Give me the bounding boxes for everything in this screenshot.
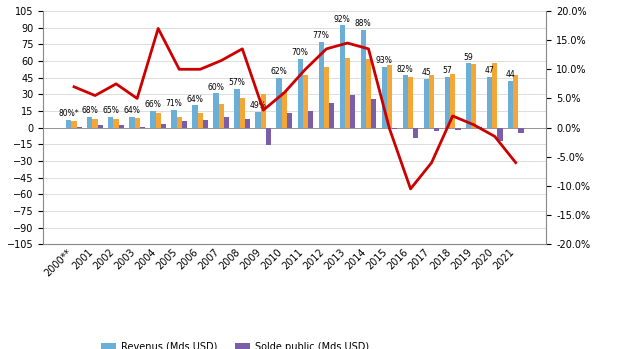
Text: 65%: 65% <box>102 106 119 115</box>
Bar <box>119 125 124 128</box>
Bar <box>382 67 387 128</box>
Bar <box>182 121 187 128</box>
Bar <box>193 105 197 128</box>
Bar <box>282 92 287 128</box>
Bar <box>266 128 271 146</box>
Bar <box>140 126 145 128</box>
Text: 47: 47 <box>484 66 494 75</box>
Bar <box>224 117 229 128</box>
Bar <box>492 63 497 128</box>
Bar <box>361 30 366 128</box>
Bar <box>129 117 135 128</box>
Text: 93%: 93% <box>376 56 392 65</box>
Bar <box>424 79 429 128</box>
Text: 57: 57 <box>443 66 452 75</box>
Text: 82%: 82% <box>397 65 414 74</box>
Bar <box>371 99 376 128</box>
Bar <box>197 113 203 128</box>
Bar <box>408 76 413 128</box>
Bar <box>476 126 481 128</box>
Bar <box>203 120 208 128</box>
Text: 64%: 64% <box>186 95 204 104</box>
Bar <box>297 59 303 128</box>
Bar <box>135 118 140 128</box>
Text: 88%: 88% <box>355 19 371 28</box>
Bar <box>76 126 82 128</box>
Bar <box>66 120 71 128</box>
Bar <box>303 75 308 128</box>
Bar <box>324 67 329 128</box>
Bar <box>155 113 161 128</box>
Bar <box>471 64 476 128</box>
Text: 62%: 62% <box>271 67 288 76</box>
Bar <box>508 81 513 128</box>
Bar <box>276 77 282 128</box>
Text: 66%: 66% <box>145 100 161 109</box>
Bar <box>255 112 261 128</box>
Text: 49%: 49% <box>250 102 266 110</box>
Bar <box>497 128 502 141</box>
Bar <box>413 128 419 138</box>
Bar <box>150 111 155 128</box>
Bar <box>234 89 240 128</box>
Bar <box>176 117 182 128</box>
Bar <box>392 128 397 129</box>
Bar <box>434 128 440 131</box>
Bar <box>319 42 324 128</box>
Bar <box>402 75 408 128</box>
Bar <box>219 104 224 128</box>
Text: 64%: 64% <box>124 106 140 115</box>
Bar <box>450 74 455 128</box>
Bar <box>487 76 492 128</box>
Bar <box>71 121 76 128</box>
Bar <box>245 119 250 128</box>
Bar <box>513 75 519 128</box>
Bar <box>287 113 292 128</box>
Bar <box>114 119 119 128</box>
Text: 45: 45 <box>422 68 431 77</box>
Bar <box>240 98 245 128</box>
Bar <box>519 128 524 133</box>
Bar <box>93 119 97 128</box>
Bar <box>329 103 334 128</box>
Text: 59: 59 <box>463 52 473 61</box>
Bar <box>171 110 176 128</box>
Text: 92%: 92% <box>334 15 351 24</box>
Bar <box>466 63 471 128</box>
Bar <box>387 65 392 128</box>
Text: 57%: 57% <box>229 78 245 87</box>
Bar <box>345 58 350 128</box>
Text: 68%: 68% <box>81 106 98 115</box>
Bar <box>340 25 345 128</box>
Text: 71%: 71% <box>166 99 183 108</box>
Bar <box>366 59 371 128</box>
Bar <box>97 125 103 128</box>
Text: 44: 44 <box>505 70 515 79</box>
Bar <box>261 94 266 128</box>
Text: 80%*: 80%* <box>58 109 79 118</box>
Bar <box>350 95 355 128</box>
Bar <box>108 117 114 128</box>
Bar <box>161 124 166 128</box>
Text: 77%: 77% <box>313 31 330 40</box>
Bar <box>455 128 461 130</box>
Bar <box>445 76 450 128</box>
Bar <box>87 117 93 128</box>
Text: 70%: 70% <box>292 48 309 57</box>
Text: 60%: 60% <box>207 82 224 91</box>
Bar <box>429 75 434 128</box>
Bar <box>214 93 219 128</box>
Bar <box>308 111 313 128</box>
Legend: Revenus (Mds USD), Dépenses (Mds USD), Solde public (Mds USD), Solde public (% d: Revenus (Mds USD), Dépenses (Mds USD), S… <box>97 338 432 349</box>
